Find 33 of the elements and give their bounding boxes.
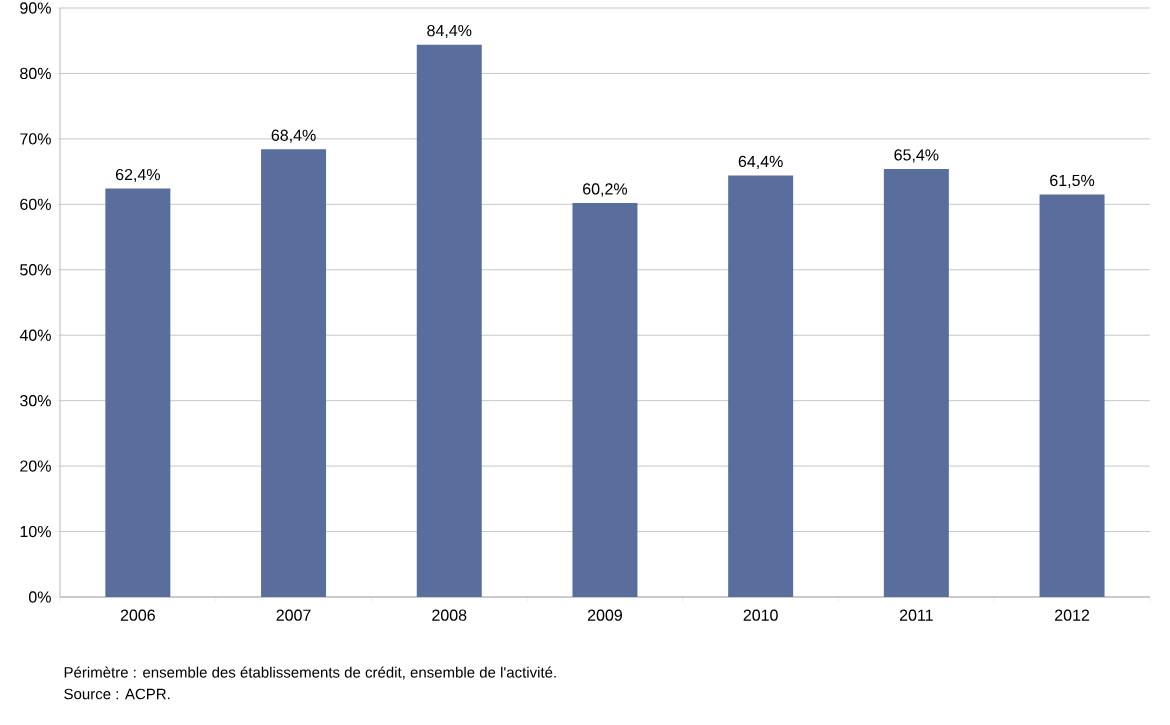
y-tick-label: 30% xyxy=(20,395,51,407)
data-label: 60,2% xyxy=(583,183,628,197)
x-tick-label: 2012 xyxy=(1055,609,1090,621)
x-tick-label: 2007 xyxy=(276,609,311,621)
bar xyxy=(572,203,638,597)
x-tick-label: 2008 xyxy=(432,609,467,621)
y-tick-label: 60% xyxy=(20,198,51,210)
y-tick-label: 70% xyxy=(20,133,51,145)
data-label: 68,4% xyxy=(271,129,316,143)
y-tick-label: 10% xyxy=(20,525,51,538)
data-label: 65,4% xyxy=(894,149,939,163)
text: Périmètre : ensemble des établissements de crédit, ensemble de l'activité. xyxy=(64,666,556,680)
data-label: 84,4% xyxy=(427,24,472,39)
x-tick-label: 2006 xyxy=(120,609,155,621)
data-label: 61,5% xyxy=(1050,174,1095,188)
bar xyxy=(416,44,482,597)
y-tick-label: 90% xyxy=(20,2,51,14)
source-note: Source : ACPR. xyxy=(64,688,170,700)
y-tick-label: 40% xyxy=(19,329,51,341)
x-tick-label: 2011 xyxy=(899,609,933,621)
y-tick-label: 80% xyxy=(20,67,51,80)
x-tick-label: 2009 xyxy=(587,609,622,621)
bar xyxy=(261,149,327,597)
bar xyxy=(105,188,171,597)
y-tick-label: 50% xyxy=(20,264,51,276)
bar xyxy=(728,175,794,597)
bar xyxy=(883,168,949,597)
x-tick-label: 2010 xyxy=(743,609,778,621)
bar xyxy=(1039,194,1105,597)
data-label: 62,4% xyxy=(115,168,160,183)
y-tick-label: 20% xyxy=(20,460,51,472)
y-tick-label: 0% xyxy=(28,591,51,603)
data-label: 64,4% xyxy=(738,155,783,169)
